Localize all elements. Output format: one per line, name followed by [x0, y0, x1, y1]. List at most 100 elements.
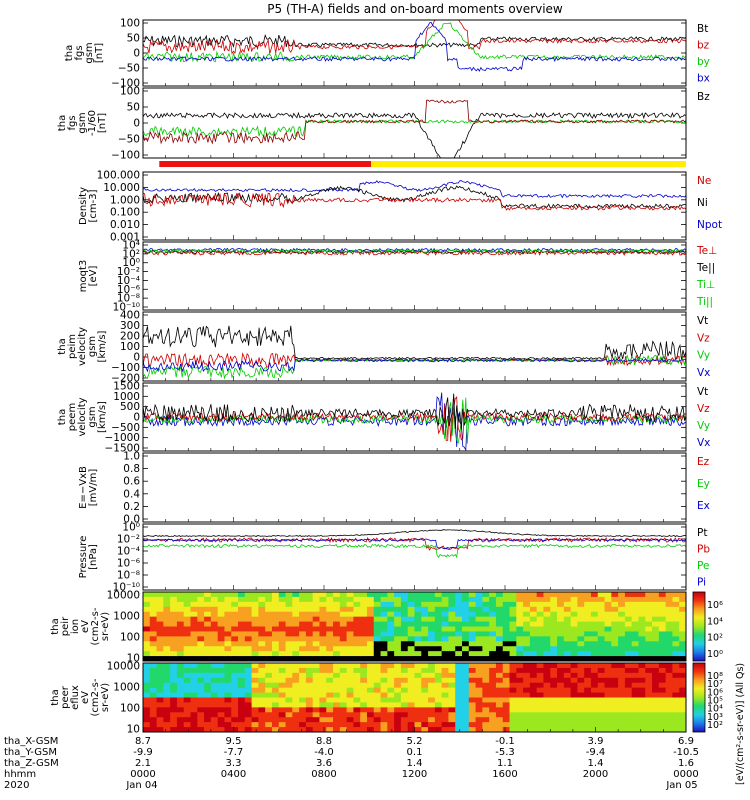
spectrogram-cell [387, 717, 395, 723]
spectrogram-cell [387, 616, 395, 623]
spectrogram-cell [346, 672, 354, 679]
spectrogram-cell [529, 646, 538, 652]
spectrogram-cell [611, 592, 619, 598]
spectrogram-cell [475, 596, 483, 603]
spectrogram-cell [407, 663, 415, 669]
spectrogram-cell [523, 707, 531, 713]
spectrogram-cell [183, 692, 192, 698]
spectrogram-cell [570, 702, 578, 708]
spectrogram-cell [156, 692, 164, 698]
spectrogram-cell [176, 682, 185, 689]
spectrogram-cell [502, 707, 511, 713]
spectrogram-cell [624, 687, 633, 694]
spectrogram-cell [679, 636, 687, 642]
spectrogram-cell [652, 687, 660, 694]
spectrogram-cell [258, 621, 266, 627]
spectrogram-cell [394, 707, 402, 713]
spectrogram-cell [563, 631, 572, 637]
spectrogram-cell [305, 717, 314, 723]
spectrogram-cell [156, 621, 164, 627]
spectrogram-cell [251, 687, 259, 694]
spectrogram-cell [563, 697, 572, 703]
spectrogram-cell [319, 722, 327, 728]
ephem-value: 1.4 [588, 758, 604, 769]
spectrogram-cell [326, 682, 334, 689]
spectrogram-cell [170, 722, 178, 728]
spectrogram-cell [516, 641, 524, 647]
panel-ylabel: thafgsgsm[nT] [64, 42, 105, 63]
spectrogram-cell [529, 692, 538, 698]
spectrogram-cell [204, 667, 212, 674]
spectrogram-cell [550, 651, 558, 657]
spectrogram-cell [251, 663, 259, 669]
spectrogram-cell [156, 697, 164, 703]
spectrogram-cell [292, 722, 300, 728]
spectrogram-cell [190, 682, 198, 689]
spectrogram-cell [292, 672, 300, 679]
spectrogram-cell [285, 616, 293, 623]
spectrogram-cell [462, 636, 470, 642]
spectrogram-cell [679, 717, 687, 723]
spectrogram-cell [204, 663, 212, 669]
spectrogram-cell [163, 677, 171, 684]
spectrogram-cell [631, 611, 639, 618]
spectrogram-cell [577, 626, 585, 632]
spectrogram-cell [224, 626, 232, 632]
spectrogram-cell [394, 672, 402, 679]
spectrogram-cell [319, 656, 327, 662]
spectrogram-cell [265, 663, 273, 669]
spectrogram-cell [618, 611, 626, 618]
legend-label: Npot [697, 219, 722, 231]
spectrogram-cell [278, 596, 287, 603]
spectrogram-cell [231, 611, 239, 618]
spectrogram-cell [489, 656, 497, 662]
trace-vy [143, 354, 686, 380]
spectrogram-cell [434, 592, 443, 598]
time-tick-label: 0000 [673, 769, 698, 780]
spectrogram-cell [638, 606, 646, 613]
spectrogram-cell [421, 702, 429, 708]
spectrogram-cell [428, 677, 436, 684]
spectrogram-cell [231, 697, 239, 703]
spectrogram-cell [305, 656, 314, 662]
spectrogram-cell [624, 651, 633, 657]
spectrogram-cell [482, 651, 490, 657]
spectrogram-cell [631, 636, 639, 642]
spectrogram-cell [285, 702, 293, 708]
spectrogram-cell [380, 707, 388, 713]
spectrogram-cell [183, 707, 192, 713]
spectrogram-cell [557, 646, 565, 652]
spectrogram-cell [577, 667, 585, 674]
spectrogram-cell [251, 631, 259, 637]
spectrogram-cell [224, 697, 232, 703]
y-tick-label: −100 [111, 78, 140, 90]
spectrogram-cell [204, 722, 212, 728]
spectrogram-cell [183, 682, 192, 689]
spectrogram-cell [380, 631, 388, 637]
spectrogram-cell [299, 596, 307, 603]
spectrogram-cell [421, 601, 429, 608]
spectrogram-cell [265, 682, 273, 689]
spectrogram-cell [658, 631, 667, 637]
spectrogram-cell [665, 601, 673, 608]
spectrogram-cell [611, 606, 619, 613]
spectrogram-cell [672, 616, 680, 623]
spectrogram-cell [360, 672, 368, 679]
region-segment [371, 161, 686, 167]
spectrogram-cell [618, 727, 626, 733]
spectrogram-cell [550, 707, 558, 713]
spectrogram-cell [305, 596, 314, 603]
spectrogram-cell [529, 702, 538, 708]
spectrogram-cell [210, 702, 219, 708]
spectrogram-cell [326, 707, 334, 713]
colorbar-tick: 10⁶ [707, 687, 723, 698]
spectrogram-cell [577, 707, 585, 713]
spectrogram-cell [563, 707, 572, 713]
spectrogram-cell [624, 631, 633, 637]
spectrogram-cell [448, 611, 456, 618]
spectrogram-cell [516, 626, 524, 632]
spectrogram-cell [604, 641, 612, 647]
spectrogram-cell [645, 687, 653, 694]
spectrogram-cell [557, 616, 565, 623]
spectrogram-cell [672, 707, 680, 713]
